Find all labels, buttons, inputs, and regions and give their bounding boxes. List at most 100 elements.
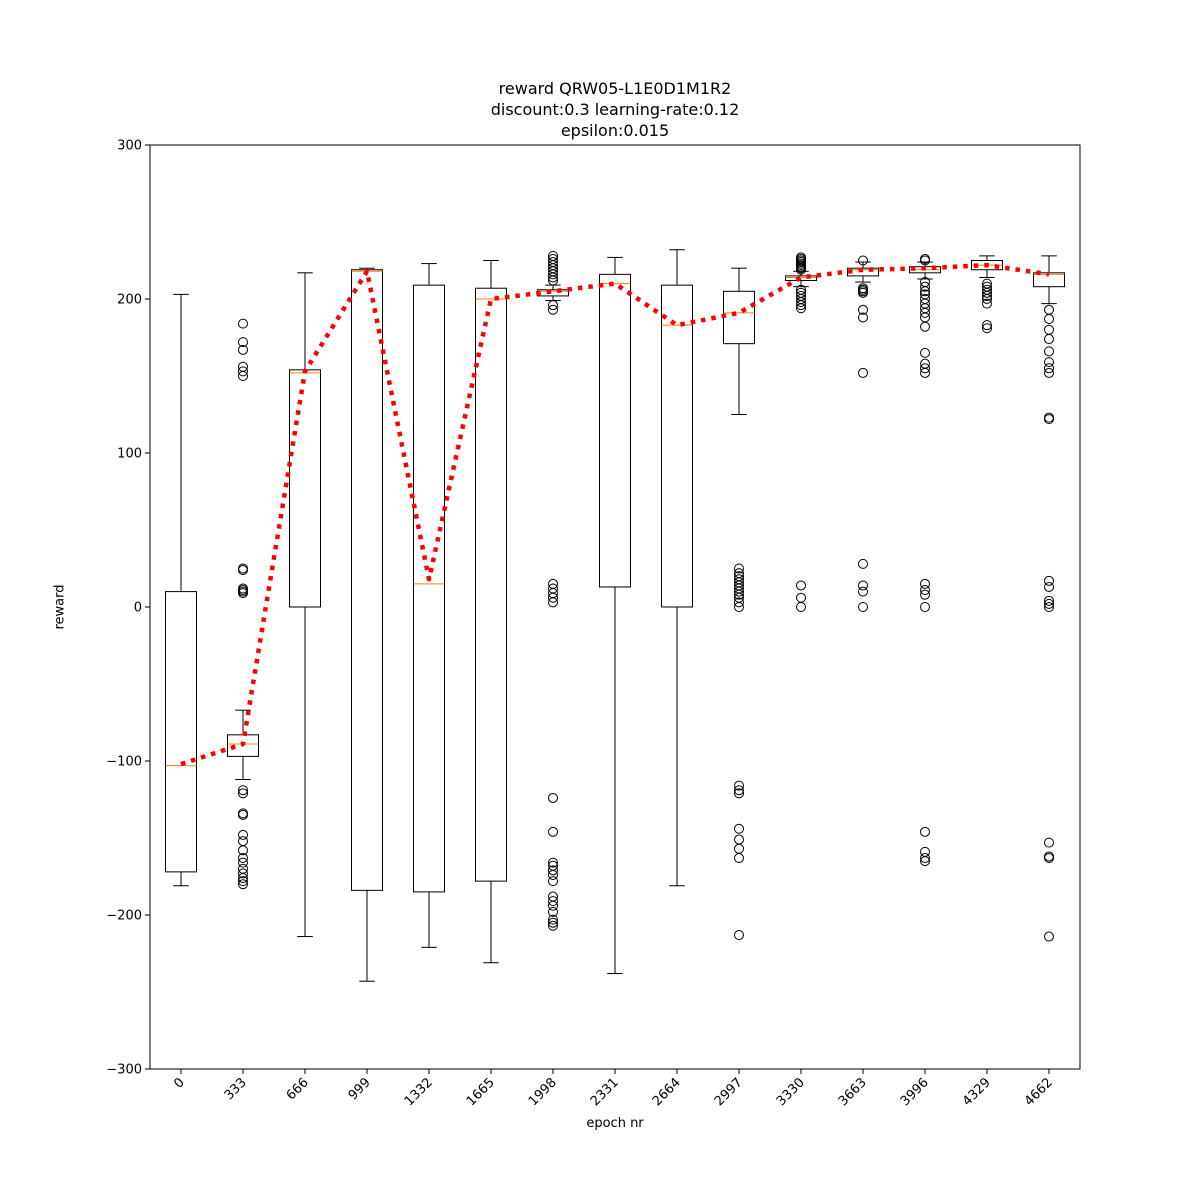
outlier-point <box>920 856 930 867</box>
outlier-point <box>920 826 930 837</box>
box-iqr <box>723 290 755 345</box>
outlier-point <box>1044 602 1054 612</box>
outlier-point <box>920 853 930 864</box>
outlier-point <box>920 585 930 596</box>
box-1332 <box>413 263 445 948</box>
box-1998 <box>537 250 569 931</box>
x-tick-label: 4662 <box>1022 1075 1056 1109</box>
y-tick-label: −200 <box>106 909 142 924</box>
outlier-point <box>238 344 248 355</box>
outlier-point <box>1044 334 1054 345</box>
outlier-point <box>920 286 930 297</box>
x-tick-label: 4329 <box>960 1075 994 1109</box>
outlier-point <box>734 930 744 941</box>
outlier-point <box>238 318 248 329</box>
mean-line <box>180 262 1050 767</box>
outlier-point <box>548 906 558 917</box>
outlier-point <box>982 323 992 334</box>
x-tick-label: 2331 <box>588 1075 622 1109</box>
box-2331 <box>599 256 631 975</box>
outlier-point <box>238 876 248 887</box>
x-tick-label: 1998 <box>526 1075 560 1109</box>
outlier-point <box>1044 575 1054 586</box>
outlier-point <box>1044 414 1054 425</box>
outlier-point <box>1044 837 1054 848</box>
box-1665 <box>475 260 507 964</box>
outlier-point <box>858 586 868 597</box>
box-iqr <box>599 273 631 588</box>
box-iqr <box>785 275 817 282</box>
outlier-point <box>920 321 930 332</box>
outlier-point <box>548 304 558 315</box>
outlier-point <box>796 300 806 311</box>
outlier-point <box>920 307 930 318</box>
y-tick-label: −300 <box>106 1063 142 1078</box>
mean-line-layer <box>180 262 1050 767</box>
outlier-point <box>734 586 744 597</box>
chart-title-line-1: reward QRW05-L1E0D1M1R2 <box>498 79 732 98</box>
box-0 <box>165 293 197 887</box>
outlier-point <box>796 297 806 308</box>
outlier-point <box>548 300 558 311</box>
outlier-point <box>238 337 248 348</box>
outlier-point <box>734 788 744 799</box>
outlier-point <box>1044 853 1054 864</box>
outlier-point <box>238 868 248 879</box>
x-tick-label: 1332 <box>402 1075 436 1109</box>
outlier-point <box>238 366 248 377</box>
outlier-point <box>796 592 806 603</box>
outlier-point <box>238 853 248 864</box>
outlier-point <box>548 865 558 876</box>
outlier-point <box>1044 346 1054 357</box>
box-iqr <box>289 369 321 608</box>
outlier-point <box>920 281 930 292</box>
outlier-point <box>920 367 930 378</box>
y-tick-label: 0 <box>134 601 142 616</box>
outlier-point <box>238 836 248 847</box>
outlier-point <box>796 303 806 314</box>
outlier-point <box>548 869 558 880</box>
outlier-point <box>238 588 248 599</box>
x-tick-label: 1665 <box>464 1075 498 1109</box>
box-2664 <box>661 249 693 887</box>
outlier-point <box>548 275 558 286</box>
outlier-point <box>548 900 558 911</box>
outlier-point <box>982 287 992 298</box>
box-iqr <box>475 287 507 882</box>
outlier-point <box>796 580 806 591</box>
x-tick-label: 3663 <box>836 1075 870 1109</box>
outlier-point <box>1044 367 1054 378</box>
outlier-point <box>734 843 744 854</box>
y-tick-label: 200 <box>117 293 142 308</box>
outlier-point <box>920 363 930 374</box>
outlier-point <box>238 565 248 576</box>
box-3996 <box>909 253 941 867</box>
outlier-point <box>982 290 992 301</box>
y-tick-label: 100 <box>117 447 142 462</box>
outlier-point <box>858 602 868 612</box>
box-4329 <box>971 255 1003 334</box>
outlier-point <box>548 272 558 283</box>
outlier-point <box>238 829 248 840</box>
outlier-point <box>734 597 744 608</box>
outlier-point <box>920 602 930 612</box>
box-iqr <box>351 269 383 891</box>
box-3663 <box>847 255 879 612</box>
outlier-point <box>238 845 248 856</box>
x-tick-label: 0 <box>171 1075 187 1091</box>
box-iqr <box>165 591 197 873</box>
boxes-layer <box>165 249 1065 982</box>
outlier-point <box>796 264 806 275</box>
x-tick-label: 2664 <box>650 1075 684 1109</box>
outlier-point <box>548 914 558 925</box>
outlier-point <box>920 347 930 358</box>
x-tick-label: 3330 <box>774 1075 808 1109</box>
outlier-point <box>238 857 248 868</box>
outlier-point <box>982 320 992 331</box>
outlier-point <box>858 367 868 378</box>
outlier-point <box>734 834 744 845</box>
x-tick-label: 3996 <box>898 1075 932 1109</box>
outlier-point <box>734 602 744 612</box>
outlier-point <box>920 255 930 266</box>
box-iqr <box>537 289 569 297</box>
